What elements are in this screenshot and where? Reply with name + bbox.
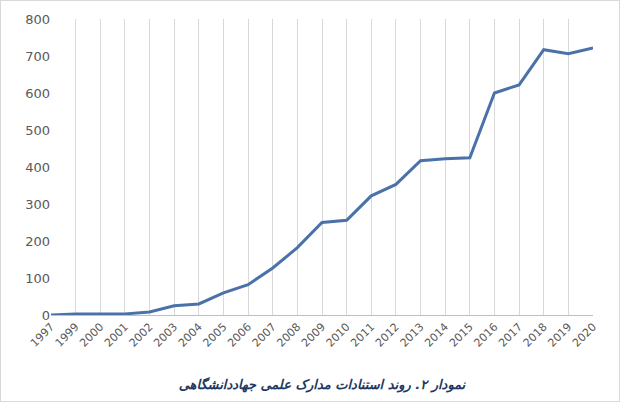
svg-text:800: 800: [25, 12, 50, 27]
svg-text:2020: 2020: [570, 321, 599, 350]
svg-text:2004: 2004: [176, 321, 205, 350]
svg-text:2012: 2012: [373, 321, 402, 350]
svg-text:2008: 2008: [274, 321, 303, 350]
svg-text:500: 500: [25, 123, 50, 138]
svg-text:2016: 2016: [471, 321, 500, 350]
svg-text:400: 400: [25, 160, 50, 175]
svg-text:2017: 2017: [496, 321, 525, 350]
svg-text:2002: 2002: [127, 321, 156, 350]
svg-text:نمودار ۲. روند استنادات مدارک: نمودار ۲. روند استنادات مدارک علمی جهادد…: [179, 376, 467, 393]
svg-text:2000: 2000: [77, 321, 106, 350]
svg-text:700: 700: [25, 49, 50, 64]
svg-text:1997: 1997: [28, 321, 57, 350]
svg-text:2009: 2009: [299, 321, 328, 350]
svg-text:100: 100: [25, 271, 50, 286]
svg-text:2003: 2003: [151, 321, 180, 350]
svg-text:2005: 2005: [200, 321, 229, 350]
svg-text:200: 200: [25, 234, 50, 249]
svg-text:600: 600: [25, 86, 50, 101]
svg-text:300: 300: [25, 197, 50, 212]
svg-text:2001: 2001: [102, 321, 131, 350]
svg-text:0: 0: [42, 308, 50, 323]
svg-text:2011: 2011: [348, 321, 377, 350]
svg-text:2007: 2007: [250, 321, 279, 350]
svg-text:2015: 2015: [447, 321, 476, 350]
svg-text:2019: 2019: [545, 321, 574, 350]
svg-text:2010: 2010: [324, 321, 353, 350]
svg-text:1999: 1999: [53, 321, 82, 350]
svg-text:2013: 2013: [398, 321, 427, 350]
svg-text:2006: 2006: [225, 321, 254, 350]
svg-text:2018: 2018: [521, 321, 550, 350]
svg-text:2014: 2014: [422, 321, 451, 350]
